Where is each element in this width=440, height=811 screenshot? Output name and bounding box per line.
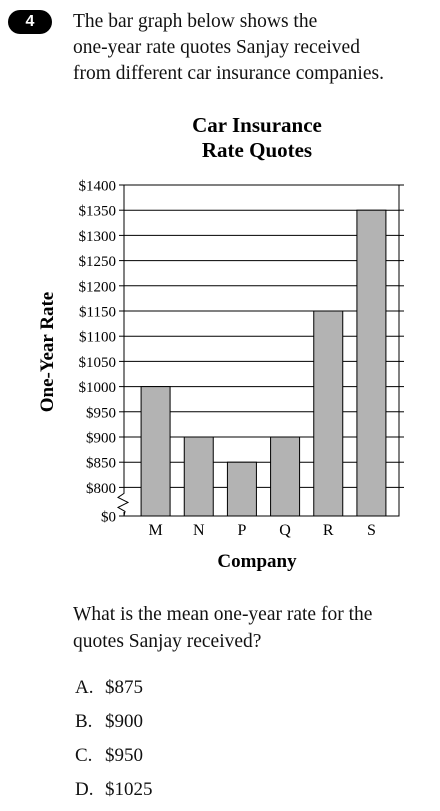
choice-d-letter: D. [75,779,94,800]
x-tick-label-M: M [148,522,162,539]
choice-a[interactable]: A. $875 [75,675,153,709]
bar-R [313,310,344,517]
x-tick-label-N: N [193,522,205,539]
question-stem: The bar graph below shows the one-year r… [73,9,435,87]
stem-line-2: one-year rate quotes Sanjay received [73,37,360,58]
x-tick-label-R: R [323,522,334,539]
stem-line-3: from different car insurance companies. [73,63,384,84]
y-tick-label: $950 [86,405,116,421]
y-tick-label-zero: $0 [101,510,116,526]
choice-d-text: $1025 [105,779,153,800]
y-tick-label: $900 [86,431,116,447]
choice-d[interactable]: D. $1025 [75,777,153,811]
x-tick-label-S: S [367,522,376,539]
y-tick-label: $1400 [79,179,117,195]
prompt-line-2: quotes Sanjay received? [73,631,262,652]
y-tick-label: $1250 [79,254,117,270]
y-tick-label: $850 [86,456,116,472]
y-tick-label: $1350 [79,204,117,220]
plot-frame [123,184,400,517]
axis-break-mask [116,489,126,512]
axis-break-icon [116,487,130,517]
choice-c-letter: C. [75,745,93,766]
choice-c-text: $950 [105,745,143,766]
bar-S [356,209,387,517]
choice-a-text: $875 [105,677,143,698]
y-tick-label: $1150 [79,305,116,321]
y-tick-label: $1050 [79,355,117,371]
y-tick-label: $1100 [79,330,116,346]
choice-b[interactable]: B. $900 [75,709,153,743]
bar-Q [270,436,301,517]
choice-c[interactable]: C. $950 [75,743,153,777]
chart-title-line-1: Car Insurance [192,113,322,137]
stem-line-1: The bar graph below shows the [73,11,318,32]
y-tick-label: $1300 [79,229,117,245]
chart-title-line-2: Rate Quotes [202,138,312,162]
x-axis-label: Company [217,551,297,572]
bar-M [140,386,171,517]
choice-b-letter: B. [75,711,93,732]
y-tick-label: $800 [86,481,116,497]
x-tick-label-P: P [237,522,246,539]
y-axis-label: One-Year Rate [37,292,58,412]
x-tick-label-Q: Q [279,522,291,539]
answer-choices: A. $875 B. $900 C. $950 D. $1025 [75,675,153,811]
prompt-line-1: What is the mean one-year rate for the [73,604,373,625]
question-prompt: What is the mean one-year rate for the q… [73,601,435,655]
choice-b-text: $900 [105,711,143,732]
bar-P [226,461,257,517]
y-tick-label: $1200 [79,279,117,295]
question-number-badge: 4 [8,10,52,34]
y-tick-label: $1000 [79,380,117,396]
choice-a-letter: A. [75,677,94,698]
bar-N [183,436,214,517]
